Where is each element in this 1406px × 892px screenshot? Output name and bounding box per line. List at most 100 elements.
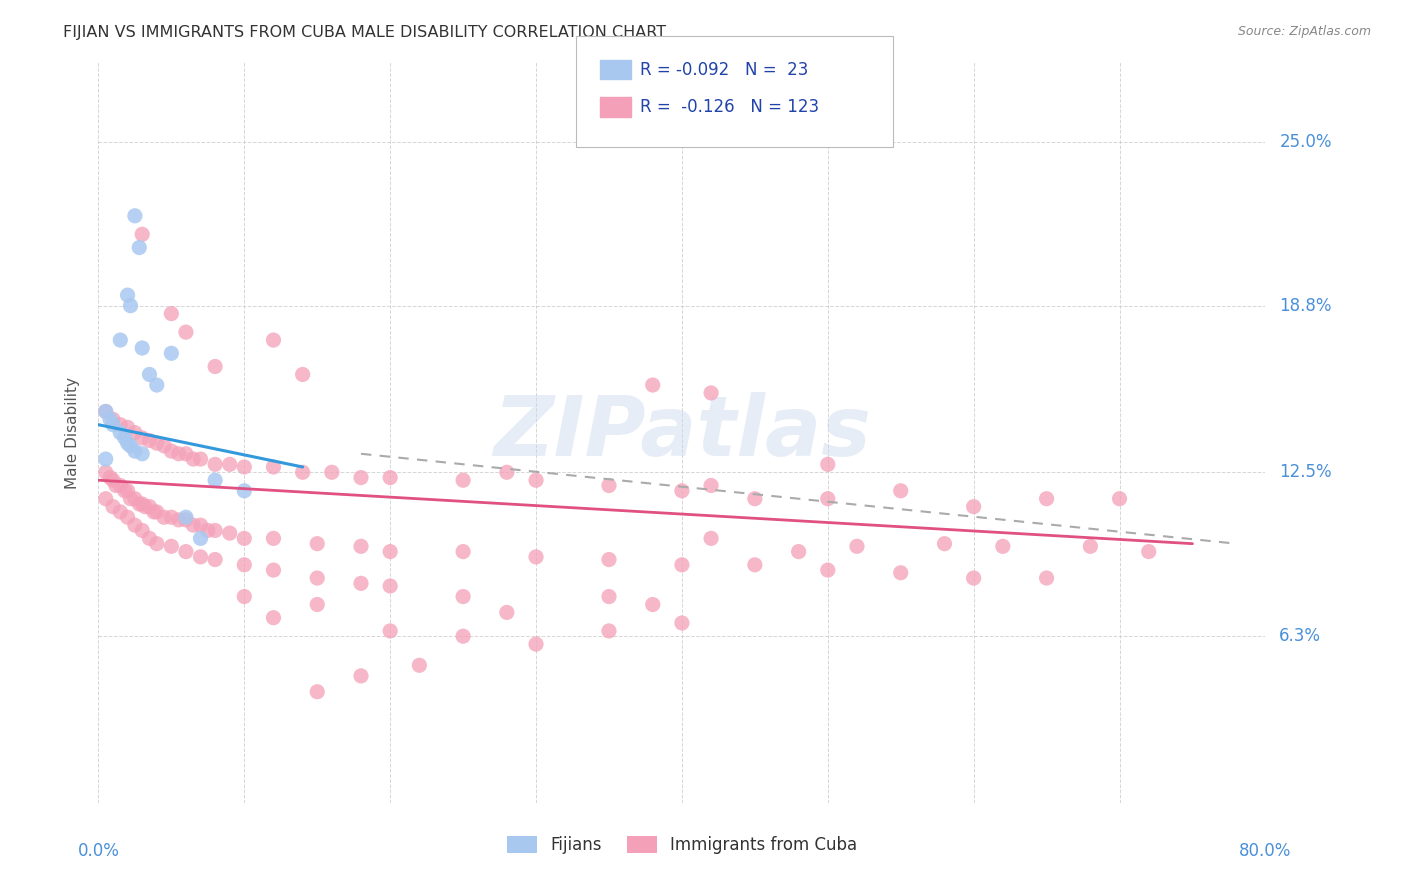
Point [94, 404, 117, 418]
Point [1080, 539, 1102, 553]
Point [174, 513, 197, 527]
Point [101, 473, 124, 487]
Point [204, 524, 226, 538]
Point [174, 510, 197, 524]
Point [380, 470, 402, 484]
Point [218, 526, 240, 541]
Point [124, 444, 146, 458]
Point [110, 505, 132, 519]
Point [451, 590, 474, 604]
Text: FIJIAN VS IMMIGRANTS FROM CUBA MALE DISABILITY CORRELATION CHART: FIJIAN VS IMMIGRANTS FROM CUBA MALE DISA… [63, 25, 666, 40]
Point [380, 544, 402, 558]
Point [204, 473, 226, 487]
Point [101, 417, 124, 432]
Point [146, 378, 169, 392]
Text: Source: ZipAtlas.com: Source: ZipAtlas.com [1237, 25, 1371, 38]
Point [110, 417, 132, 432]
Text: R =  -0.126   N = 123: R = -0.126 N = 123 [640, 98, 818, 116]
Point [262, 532, 284, 546]
Point [962, 571, 984, 585]
Point [190, 532, 212, 546]
Point [124, 491, 146, 506]
Point [350, 669, 373, 683]
Point [817, 458, 839, 472]
Point [142, 505, 165, 519]
Point [131, 227, 153, 242]
Point [146, 536, 169, 550]
Point [174, 544, 197, 558]
Point [598, 478, 620, 492]
Point [524, 549, 547, 564]
Point [160, 510, 183, 524]
Point [131, 447, 153, 461]
Point [114, 431, 136, 445]
Point [117, 483, 139, 498]
Point [204, 359, 226, 374]
Point [160, 346, 183, 360]
Point [138, 532, 160, 546]
Point [598, 590, 620, 604]
Point [120, 491, 142, 506]
Point [131, 524, 153, 538]
Point [262, 460, 284, 475]
Text: 12.5%: 12.5% [1279, 463, 1331, 482]
Text: 80.0%: 80.0% [1239, 842, 1292, 860]
Point [110, 425, 132, 440]
Point [101, 500, 124, 514]
Point [138, 368, 160, 382]
Point [233, 460, 256, 475]
Point [744, 558, 766, 572]
Point [174, 447, 197, 461]
Point [700, 386, 723, 401]
Point [98, 470, 121, 484]
Point [262, 333, 284, 347]
Text: ZIPatlas: ZIPatlas [494, 392, 870, 473]
Point [233, 558, 256, 572]
Point [262, 563, 284, 577]
Point [98, 412, 121, 426]
Point [114, 483, 136, 498]
Point [197, 524, 219, 538]
Point [128, 241, 150, 255]
Point [117, 510, 139, 524]
Point [744, 491, 766, 506]
Point [641, 598, 664, 612]
Point [1137, 544, 1160, 558]
Point [134, 500, 156, 514]
Point [451, 544, 474, 558]
Point [124, 209, 146, 223]
Point [110, 478, 132, 492]
Point [181, 452, 204, 467]
Point [1035, 491, 1057, 506]
Point [846, 539, 869, 553]
Point [350, 539, 373, 553]
Point [94, 452, 117, 467]
Text: 0.0%: 0.0% [77, 842, 120, 860]
Point [451, 629, 474, 643]
Point [160, 539, 183, 553]
Point [496, 465, 519, 479]
Point [1035, 571, 1057, 585]
Point [124, 425, 146, 440]
Point [131, 431, 153, 445]
Y-axis label: Male Disability: Male Disability [65, 376, 80, 489]
Point [138, 434, 160, 448]
Point [101, 412, 124, 426]
Point [124, 518, 146, 533]
Point [153, 510, 176, 524]
Point [110, 333, 132, 347]
Text: 6.3%: 6.3% [1279, 627, 1322, 645]
Point [524, 473, 547, 487]
Point [117, 436, 139, 450]
Point [817, 563, 839, 577]
Point [146, 505, 169, 519]
Point [160, 307, 183, 321]
Point [138, 500, 160, 514]
Point [128, 497, 150, 511]
Legend: Fijians, Immigrants from Cuba: Fijians, Immigrants from Cuba [501, 830, 863, 861]
Point [104, 478, 127, 492]
Point [94, 491, 117, 506]
Point [962, 500, 984, 514]
Text: 25.0%: 25.0% [1279, 133, 1331, 151]
Point [671, 615, 693, 630]
